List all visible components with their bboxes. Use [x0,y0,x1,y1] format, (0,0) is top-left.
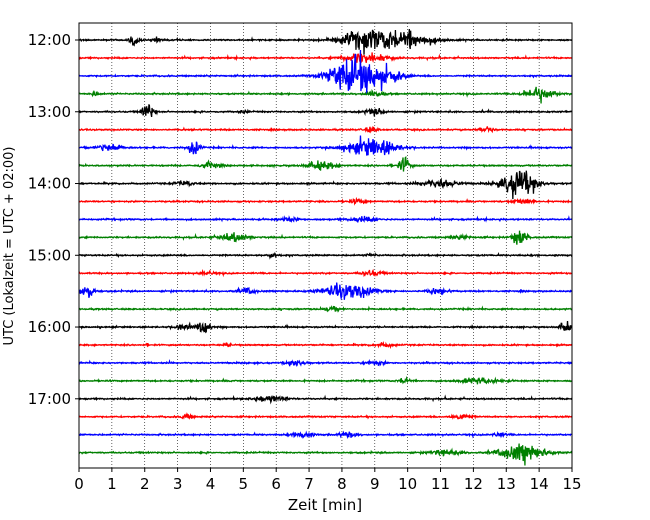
trace-row [78,340,573,350]
trace-row [78,375,573,385]
x-tick-label: 6 [271,475,281,493]
x-tick-label: 14 [530,475,549,493]
trace-row [79,135,573,156]
y-axis-ticks: 12:00 13:00 14:00 15:00 16:00 17:00 [28,31,79,408]
trace-row [78,156,573,172]
x-axis-ticks: 0 1 2 3 4 5 6 7 8 9 10 11 12 13 14 15 [74,468,582,493]
trace-row [78,125,573,134]
trace-row [78,29,573,55]
y-tick-label: 17:00 [28,390,71,408]
trace-row [78,170,573,200]
x-tick-label: 12 [464,475,483,493]
trace-row [78,430,573,440]
trace-row [78,412,573,420]
x-tick-label: 10 [398,475,417,493]
trace-row [78,50,573,95]
trace-row [78,230,573,245]
y-tick-label: 16:00 [28,318,71,336]
trace-row [78,358,573,368]
trace-row [78,268,573,278]
x-tick-label: 5 [239,475,249,493]
y-axis-label: UTC (Lokalzeit = UTC + 02:00) [2,147,17,346]
x-tick-label: 7 [304,475,314,493]
x-tick-label: 4 [206,475,216,493]
trace-row [78,321,573,334]
plot-frame [78,22,573,469]
trace-row [78,86,573,104]
trace-row [78,282,573,301]
trace-row [78,196,573,206]
x-axis-label: Zeit [min] [288,496,362,514]
trace-row [78,104,573,118]
x-tick-label: 1 [107,475,117,493]
trace-row [78,251,573,260]
y-tick-label: 15:00 [28,246,71,264]
y-tick-label: 12:00 [28,31,71,49]
trace-row [78,443,573,466]
x-tick-label: 3 [173,475,183,493]
x-tick-label: 11 [431,475,450,493]
seismic-traces [78,29,573,466]
trace-row [78,52,573,64]
x-tick-label: 15 [562,475,581,493]
trace-row [78,215,573,223]
trace-row [78,394,573,405]
x-tick-label: 2 [140,475,150,493]
vertical-gridlines [111,23,540,468]
x-tick-label: 9 [370,475,380,493]
x-tick-label: 13 [497,475,516,493]
trace-row [78,304,573,313]
x-tick-label: 8 [337,475,347,493]
y-tick-label: 14:00 [28,175,71,193]
x-tick-label: 0 [74,475,84,493]
y-tick-label: 13:00 [28,103,71,121]
